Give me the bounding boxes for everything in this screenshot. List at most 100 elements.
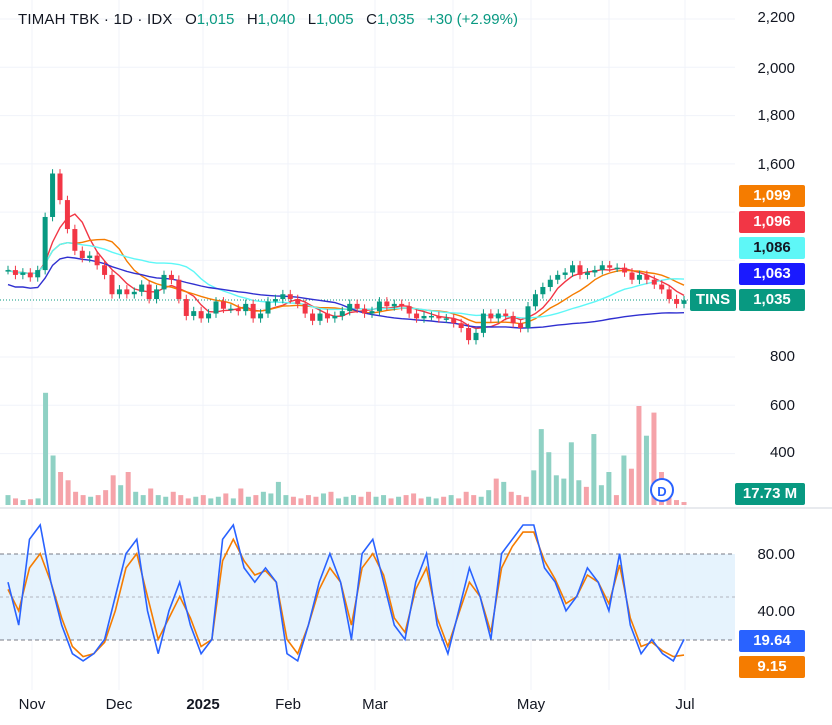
candle-body (42, 216, 48, 271)
volume-bar (651, 412, 657, 505)
volume-bar (20, 500, 26, 505)
candle-body (577, 265, 583, 275)
volume-bar (351, 495, 357, 505)
ma-tag-orange: 1,099 (739, 185, 805, 207)
candle-body (547, 279, 553, 287)
candle-body (607, 265, 613, 268)
volume-bar (170, 491, 176, 505)
candle-body (206, 313, 212, 319)
candle-body (72, 229, 78, 251)
candle-body (369, 311, 375, 314)
ma-tag-red: 1,096 (739, 211, 805, 233)
candle-body (584, 272, 590, 275)
candle-body (421, 315, 427, 319)
candle-body (458, 323, 464, 329)
candle-body (295, 299, 301, 304)
symbol-info[interactable]: TIMAH TBK · 1D · IDX (18, 11, 173, 28)
volume-bar (245, 496, 251, 505)
volume-bar (448, 495, 454, 505)
candle-body (265, 301, 271, 314)
candle-body (102, 265, 108, 275)
volume-bar (133, 491, 139, 505)
open-value: 1,015 (196, 11, 235, 28)
volume-bar (388, 498, 394, 505)
volume-bar (433, 498, 439, 505)
volume-bar (103, 490, 109, 505)
volume-bar (118, 485, 124, 505)
candle-body (243, 303, 249, 312)
candle-body (168, 274, 174, 280)
candle-body (50, 173, 56, 217)
volume-bar (215, 496, 221, 505)
candle-body (644, 274, 650, 280)
candle-body (183, 299, 189, 316)
candle-body (287, 294, 293, 300)
candle-body (317, 313, 323, 321)
candle-body (399, 303, 405, 307)
candle-body (510, 315, 516, 324)
candle-body (555, 274, 561, 280)
candle-body (659, 284, 665, 290)
ma-tag-blue: 1,063 (739, 263, 805, 285)
candle-body (480, 313, 486, 333)
volume-bar (88, 496, 94, 505)
price-tick: 2,200 (757, 9, 795, 26)
stoch-k-line (7, 523, 685, 663)
candle-body (258, 313, 264, 319)
volume-bar (576, 480, 582, 505)
volume-bar (58, 472, 64, 505)
candle-body (302, 303, 308, 314)
volume-bar (366, 491, 372, 505)
candle-body (154, 289, 160, 300)
volume-bar (411, 493, 417, 505)
volume-bar (636, 406, 642, 505)
last-price-tag: 1,035 (739, 289, 805, 311)
volume-bar (403, 495, 409, 505)
volume-bar (568, 442, 574, 505)
candle-body (27, 272, 33, 278)
candles (5, 169, 687, 345)
candle-body (570, 265, 576, 273)
candle-body (310, 313, 316, 321)
volume-bar (185, 498, 191, 505)
volume-bar (305, 495, 311, 505)
candle-body (443, 318, 449, 320)
volume-bar (208, 498, 214, 505)
ma-tag-cyan: 1,086 (739, 237, 805, 259)
candle-body (5, 270, 11, 272)
volume-bar (28, 499, 34, 505)
volume-bar (628, 468, 634, 505)
volume-bar (666, 495, 672, 505)
volume-bar (50, 455, 56, 505)
candle-body (35, 270, 41, 278)
change-value: +30 (+2.99%) (427, 11, 518, 28)
volume-bar (35, 498, 41, 505)
volume-bar (463, 491, 469, 505)
volume-bar (598, 485, 604, 505)
volume-bar (193, 496, 199, 505)
candle-body (213, 301, 219, 314)
candle-body (406, 306, 412, 314)
volume-bar (606, 472, 612, 505)
volume-bar (80, 495, 86, 505)
candle-body (473, 332, 479, 341)
candle-body (198, 311, 204, 319)
volume-bar (275, 481, 281, 505)
volume-bar (381, 495, 387, 505)
volume-bar (73, 491, 79, 505)
candle-body (495, 313, 501, 319)
candle-body (436, 315, 442, 319)
volume-bar (260, 491, 266, 505)
candle-body (87, 255, 93, 259)
stochastic-lines (7, 523, 685, 663)
x-tick: Feb (275, 696, 301, 713)
stoch-k-tag: 19.64 (739, 630, 805, 652)
candle-body (532, 294, 538, 307)
stoch-d-tag: 9.15 (739, 656, 805, 678)
candle-body (466, 328, 472, 341)
x-tick: 2025 (186, 696, 220, 713)
volume-bar (253, 495, 259, 505)
candle-body (116, 289, 122, 295)
dividend-icon[interactable]: D (650, 478, 674, 502)
